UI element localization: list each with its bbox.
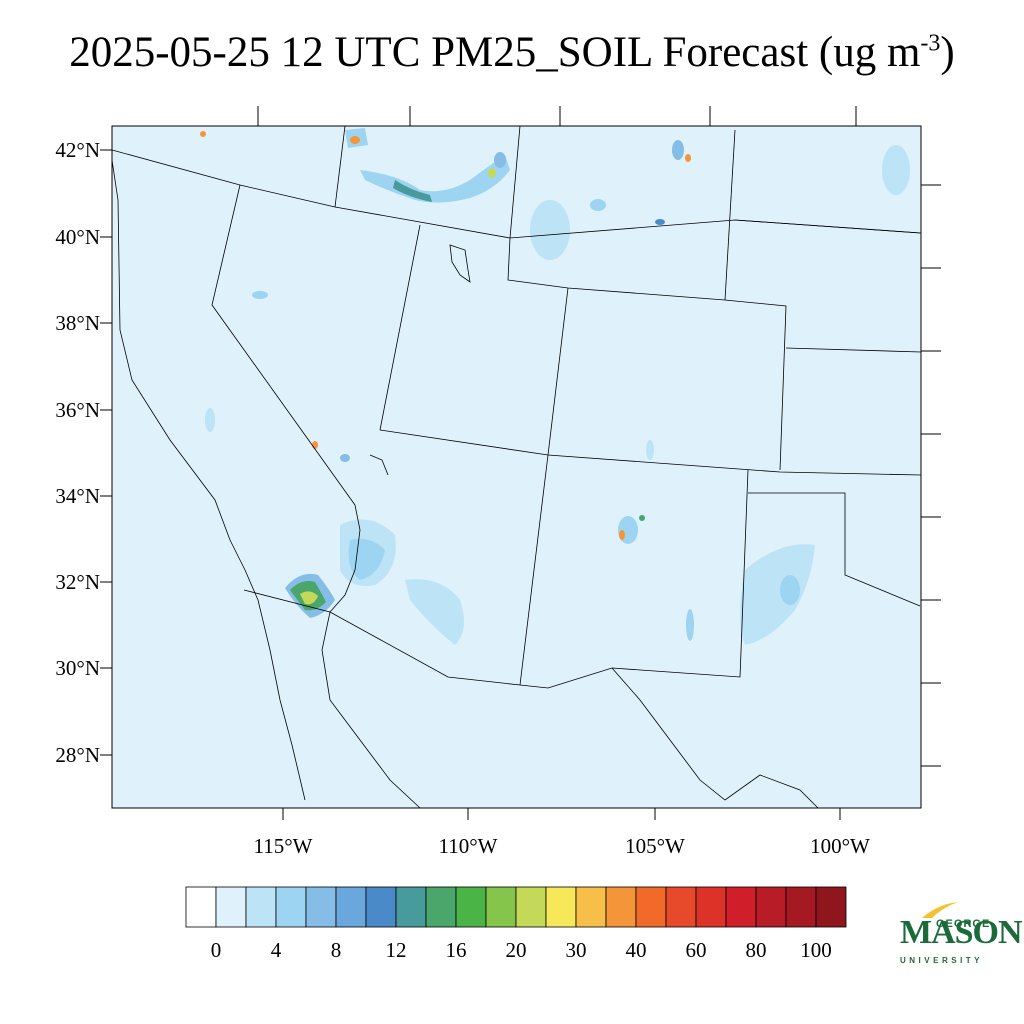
colorbar-swatch: [575, 886, 607, 928]
colorbar-swatch: [785, 886, 817, 928]
colorbar-swatch: [815, 886, 847, 928]
lon-label: 105°W: [625, 834, 685, 858]
latitude-labels: 42°N 40°N 38°N 36°N 34°N 32°N 30°N 28°N: [55, 138, 100, 767]
colorbar-label: 100: [800, 938, 832, 962]
lat-label: 40°N: [55, 225, 100, 249]
colorbar: [185, 886, 847, 928]
logo-swoosh-icon: [922, 902, 958, 918]
colorbar-label: 20: [506, 938, 527, 962]
bottom-ticks: [282, 808, 841, 820]
colorbar-label: 4: [271, 938, 282, 962]
lat-label: 36°N: [55, 398, 100, 422]
coastlines-and-borders: [111, 125, 922, 809]
colorbar-swatch: [695, 886, 727, 928]
colorbar-swatch: [725, 886, 757, 928]
colorbar-swatch: [635, 886, 667, 928]
colorbar-swatch: [245, 886, 277, 928]
lat-label: 30°N: [55, 656, 100, 680]
colorbar-swatch: [335, 886, 367, 928]
map-frame: [111, 125, 922, 809]
longitude-labels: 115°W 110°W 105°W 100°W: [254, 834, 871, 858]
lat-label: 42°N: [55, 138, 100, 162]
title-superscript: -3: [920, 30, 941, 57]
colorbar-swatch: [755, 886, 787, 928]
colorbar-swatch: [605, 886, 637, 928]
colorbar-label: 8: [331, 938, 342, 962]
logo-university: UNIVERSITY: [900, 956, 984, 965]
colorbar-swatch: [665, 886, 697, 928]
gmu-logo: GEORGE MASON UNIVERSITY: [898, 900, 1023, 970]
top-ticks: [257, 106, 857, 126]
colorbar-label: 80: [746, 938, 767, 962]
lon-label: 110°W: [439, 834, 498, 858]
colorbar-swatch: [365, 886, 397, 928]
map-title: 2025-05-25 12 UTC PM25_SOIL Forecast (ug…: [0, 28, 1024, 77]
colorbar-swatch: [515, 886, 547, 928]
colorbar-swatch: [545, 886, 577, 928]
colorbar-label: 30: [566, 938, 587, 962]
colorbar-label: 16: [446, 938, 467, 962]
colorbar-label: 0: [211, 938, 222, 962]
colorbar-swatch: [215, 886, 247, 928]
colorbar-swatch: [455, 886, 487, 928]
lat-label: 34°N: [55, 484, 100, 508]
colorbar-label: 60: [686, 938, 707, 962]
colorbar-swatch: [395, 886, 427, 928]
colorbar-labels: 0 4 8 12 16 20 30 40 60 80 100: [211, 938, 832, 962]
concentration-patches: [200, 128, 910, 645]
colorbar-swatch: [185, 886, 217, 928]
title-close: ): [940, 29, 955, 76]
logo-mason: MASON: [900, 914, 1023, 951]
logo-george: GEORGE: [936, 918, 991, 930]
lat-label: 28°N: [55, 743, 100, 767]
lon-label: 115°W: [254, 834, 313, 858]
lat-label: 38°N: [55, 311, 100, 335]
right-ticks: [921, 184, 941, 767]
colorbar-label: 40: [626, 938, 647, 962]
map-background: [112, 126, 921, 808]
lon-label: 100°W: [810, 834, 870, 858]
colorbar-swatch: [275, 886, 307, 928]
colorbar-label: 12: [386, 938, 407, 962]
lat-label: 32°N: [55, 570, 100, 594]
left-ticks: [100, 149, 112, 756]
colorbar-swatch: [305, 886, 337, 928]
colorbar-swatch: [425, 886, 457, 928]
colorbar-swatch: [485, 886, 517, 928]
title-text: 2025-05-25 12 UTC PM25_SOIL Forecast (ug…: [69, 29, 921, 76]
